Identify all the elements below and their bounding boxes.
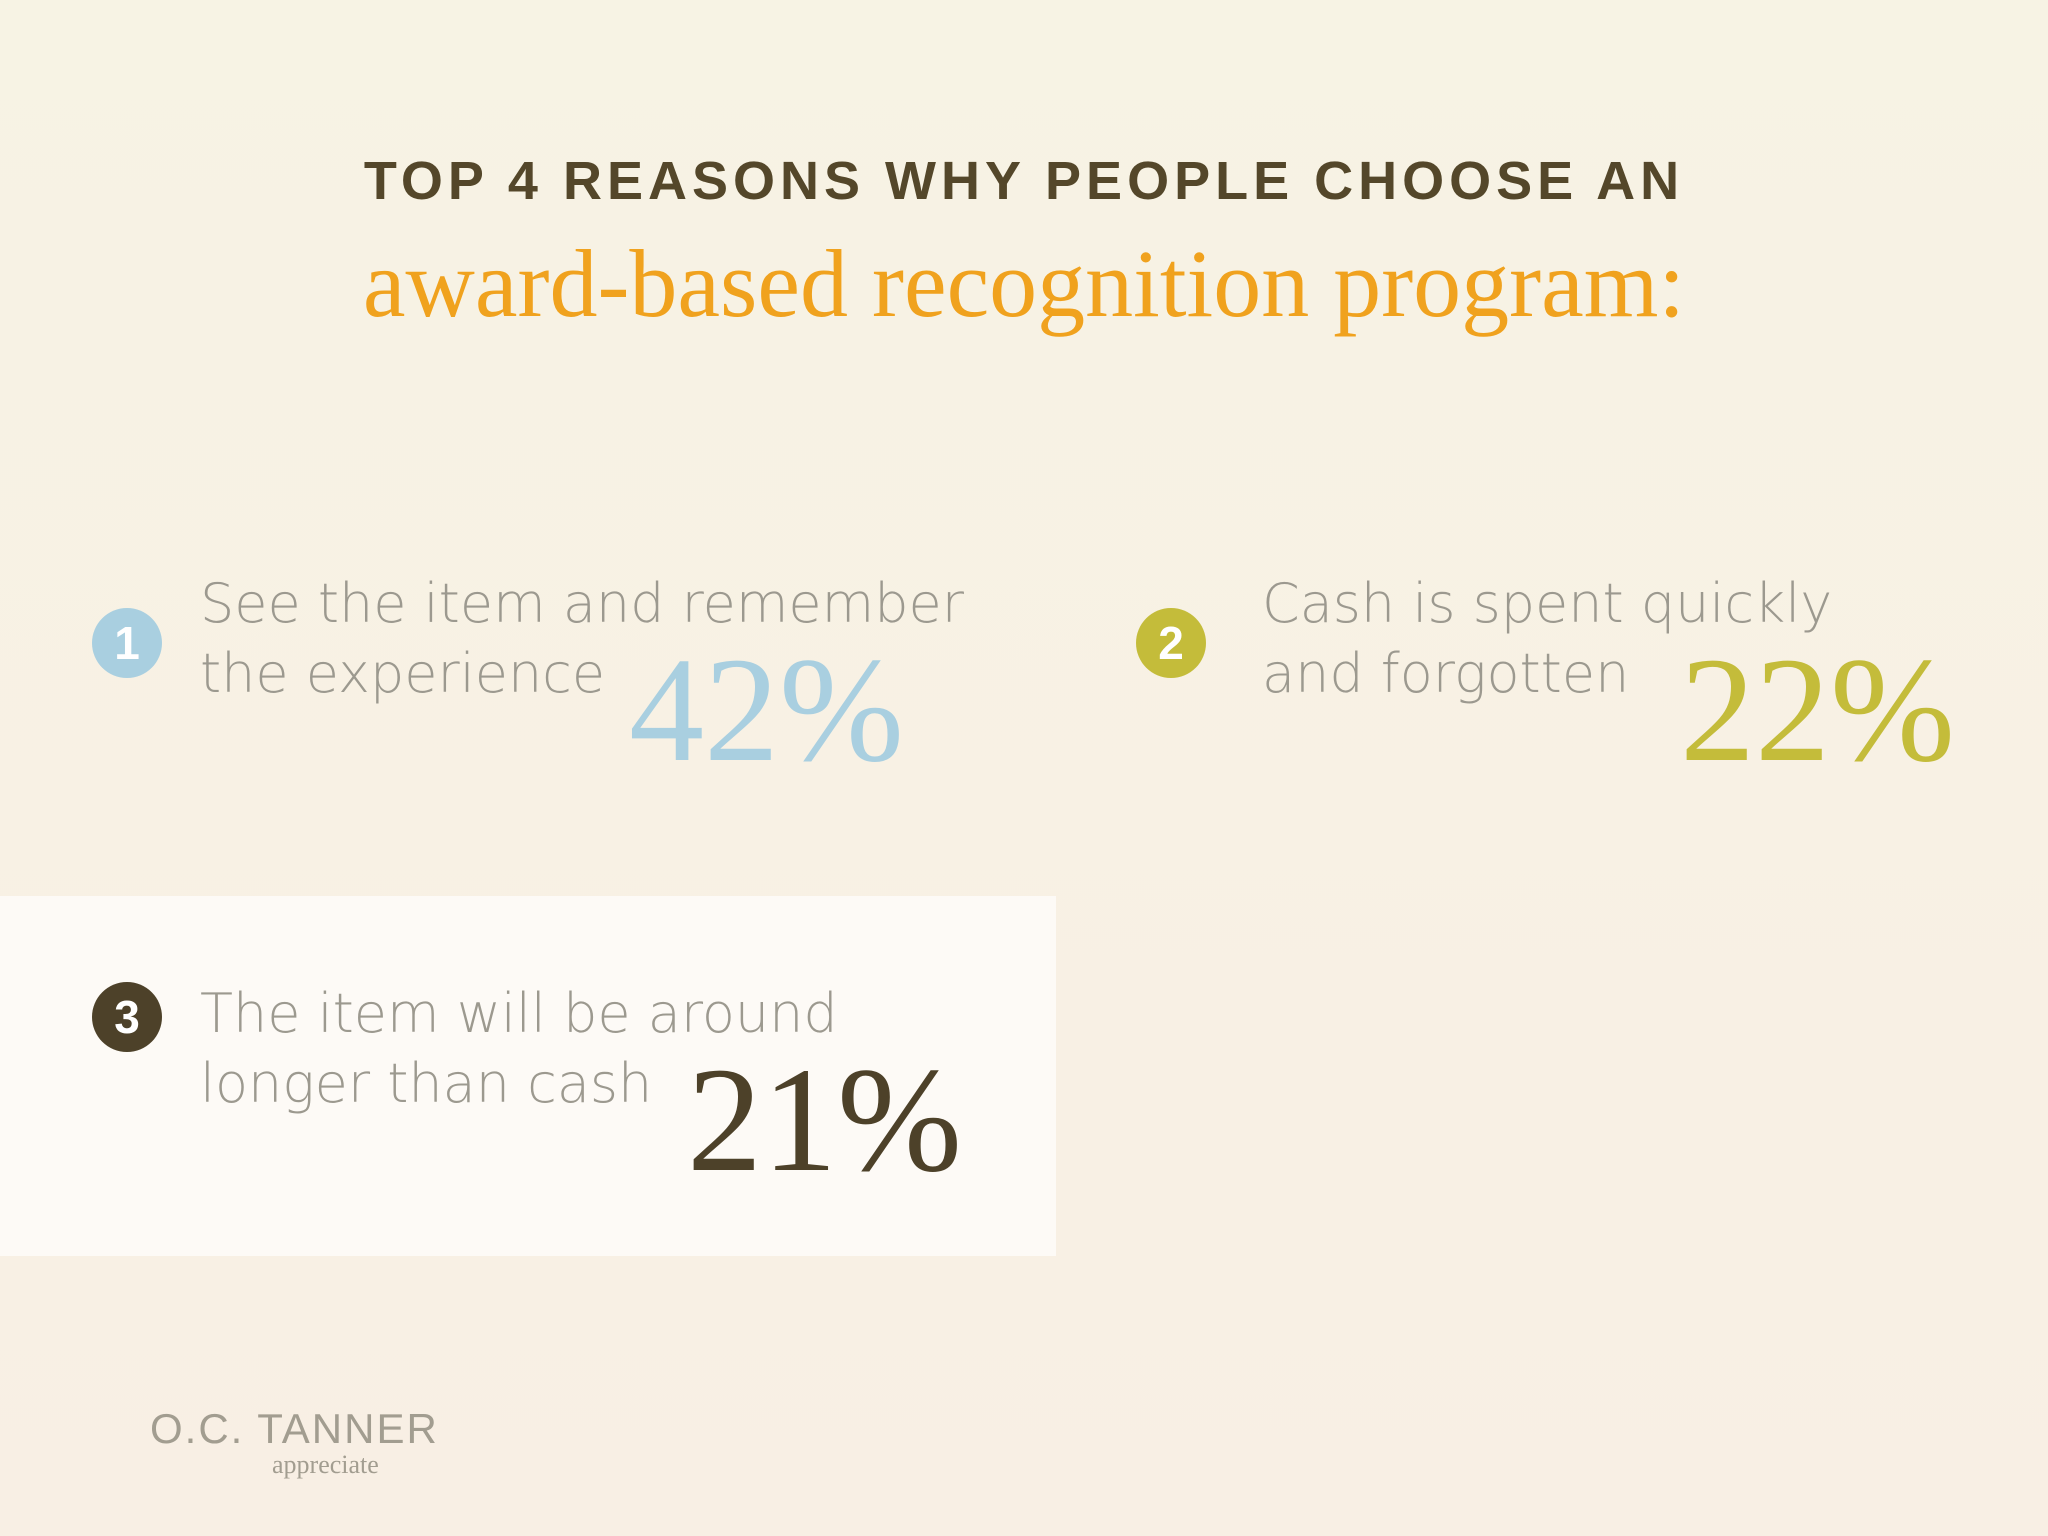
number-badge: 1 [92,608,162,678]
reason-text: and forgotten [1262,642,1630,705]
subtitle: award-based recognition program: [362,230,1686,337]
reason-text: The item will be around [200,982,838,1045]
number-badge: 2 [1136,608,1206,678]
reason-text: Cash is spent quickly [1262,572,1833,635]
percent: 22% [1680,627,1955,793]
logo-brand: O.C. TANNER [150,1405,439,1452]
reason-text: the experience [200,642,606,705]
logo-tagline: appreciate [272,1450,379,1479]
percent: 42% [629,627,904,793]
number-badge: 3 [92,982,162,1052]
reason-text: longer than cash [200,1052,653,1115]
title: TOP 4 REASONS WHY PEOPLE CHOOSE AN [363,151,1685,211]
percent: 21% [687,1037,962,1203]
reason-text: See the item and remember [200,572,964,635]
highlight-panel [0,896,1056,1256]
